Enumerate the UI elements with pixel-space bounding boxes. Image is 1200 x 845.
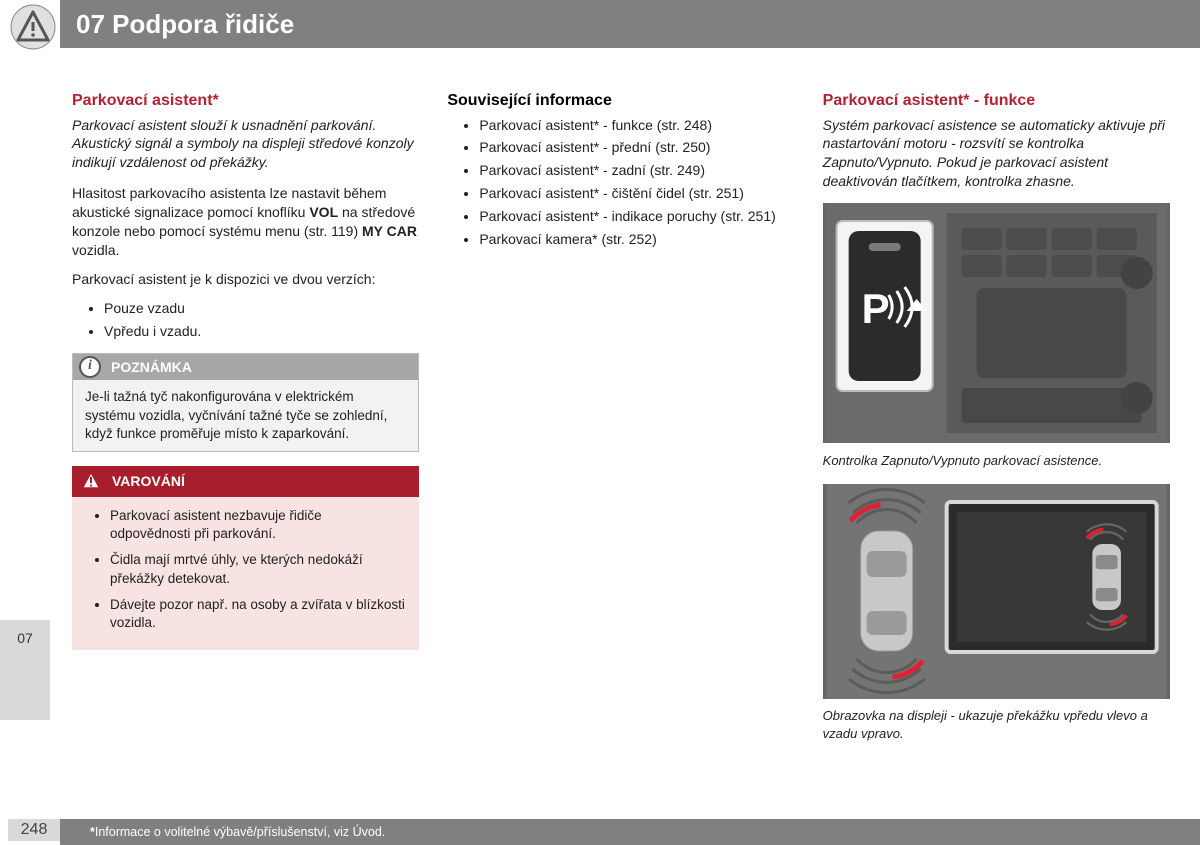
warning-box: VAROVÁNÍ Parkovací asistent nezbavuje ři… (72, 466, 419, 650)
list-item: Parkovací asistent* - funkce (str. 248) (479, 116, 794, 135)
list-item: Parkovací kamera* (str. 252) (479, 230, 794, 249)
text: vozidla. (72, 242, 119, 258)
col3-title: Parkovací asistent* - funkce (823, 90, 1170, 112)
info-icon: i (79, 356, 101, 378)
column-2: Související informace Parkovací asistent… (447, 90, 794, 757)
warning-title: VAROVÁNÍ (112, 473, 185, 489)
chapter-header: 07 Podpora řidiče (60, 0, 1200, 48)
figure-button: P (823, 203, 1170, 443)
note-header: i POZNÁMKA (73, 354, 418, 381)
col1-para2: Parkovací asistent je k dispozici ve dvo… (72, 270, 419, 289)
figure2-caption: Obrazovka na displeji - ukazuje překážku… (823, 707, 1170, 742)
versions-list: Pouze vzadu Vpředu i vzadu. (72, 299, 419, 341)
list-item: Parkovací asistent* - indikace poruchy (… (479, 207, 794, 226)
warning-triangle-icon (10, 4, 56, 50)
page-number: 248 (8, 819, 60, 841)
list-item: Parkovací asistent nezbavuje řidiče odpo… (110, 507, 405, 543)
warning-header: VAROVÁNÍ (72, 466, 419, 497)
footer: * Informace o volitelné výbavě/příslušen… (60, 819, 1200, 845)
list-item: Parkovací asistent* - čištění čidel (str… (479, 184, 794, 203)
note-title: POZNÁMKA (111, 359, 192, 375)
col1-para1: Hlasitost parkovacího asistenta lze nast… (72, 184, 419, 260)
col3-intro: Systém parkovací asistence se automatick… (823, 116, 1170, 192)
list-item: Vpředu i vzadu. (104, 322, 419, 341)
col1-title: Parkovací asistent* (72, 90, 419, 112)
list-item: Dávejte pozor např. na osoby a zvířata v… (110, 596, 405, 632)
figure-display (823, 484, 1170, 699)
column-3: Parkovací asistent* - funkce Systém park… (823, 90, 1170, 757)
warning-body: Parkovací asistent nezbavuje řidiče odpo… (72, 497, 419, 650)
content-columns: Parkovací asistent* Parkovací asistent s… (72, 90, 1170, 757)
col2-title: Související informace (447, 90, 794, 112)
list-item: Parkovací asistent* - přední (str. 250) (479, 138, 794, 157)
list-item: Čidla mají mrtvé úhly, ve kterých nedoká… (110, 551, 405, 587)
list-item: Pouze vzadu (104, 299, 419, 318)
note-body: Je-li tažná tyč nakonfigurována v elektr… (73, 380, 418, 451)
footer-text: Informace o volitelné výbavě/příslušenst… (95, 825, 385, 839)
related-list: Parkovací asistent* - funkce (str. 248) … (447, 116, 794, 249)
column-1: Parkovací asistent* Parkovací asistent s… (72, 90, 419, 757)
side-tab-label: 07 (17, 630, 33, 646)
svg-text:P: P (861, 285, 889, 332)
warning-icon (80, 470, 102, 490)
side-tab: 07 (0, 620, 50, 720)
list-item: Parkovací asistent* - zadní (str. 249) (479, 161, 794, 180)
note-box: i POZNÁMKA Je-li tažná tyč nakonfigurová… (72, 353, 419, 453)
col1-intro: Parkovací asistent slouží k usnadnění pa… (72, 116, 419, 173)
page: 07 Podpora řidiče 07 Parkovací asistent*… (0, 0, 1200, 845)
mycar-label: MY CAR (362, 223, 417, 239)
chapter-title: 07 Podpora řidiče (76, 9, 294, 40)
vol-label: VOL (309, 204, 338, 220)
figure1-caption: Kontrolka Zapnuto/Vypnuto parkovací asis… (823, 452, 1170, 470)
